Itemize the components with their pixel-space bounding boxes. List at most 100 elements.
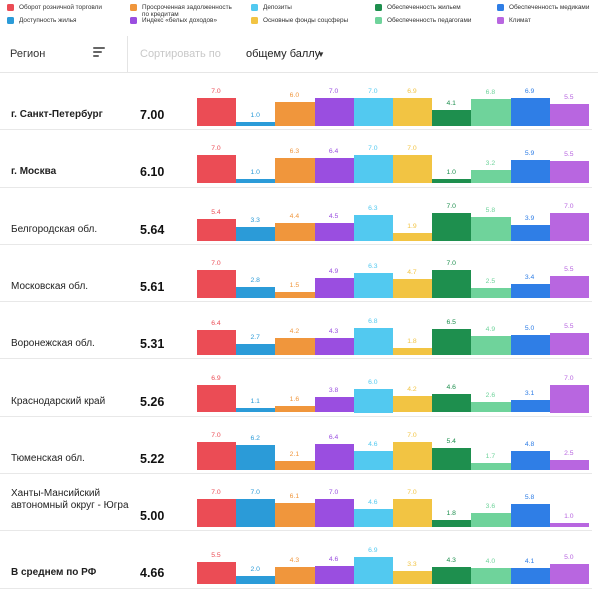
bar-label: 7.0 bbox=[211, 259, 221, 267]
bar-label: 6.5 bbox=[446, 319, 456, 327]
bar bbox=[510, 98, 550, 126]
bar-label: 1.1 bbox=[250, 398, 260, 406]
region-score: 5.22 bbox=[140, 451, 165, 466]
bar-label: 4.6 bbox=[328, 555, 339, 563]
bar bbox=[314, 499, 354, 528]
bar-label: 5.5 bbox=[564, 151, 574, 159]
bar-label: 1.0 bbox=[446, 169, 456, 177]
bar-label: 4.8 bbox=[524, 440, 535, 448]
chevron-down-icon[interactable]: ▼ bbox=[317, 50, 325, 59]
table-row: г. Санкт-Петербург 7.00 7.0 1.0 6.0 7.0 7.0 6.9… bbox=[0, 73, 598, 131]
bar bbox=[236, 408, 276, 413]
bar-label: 1.0 bbox=[250, 169, 260, 177]
region-rows: г. Санкт-Петербург 7.00 7.0 1.0 6.0 7.0 7.0 6.9… bbox=[0, 73, 598, 600]
legend-item: Оборот розничной торговли bbox=[7, 4, 102, 11]
bar bbox=[236, 344, 276, 356]
table-row: г. Москва 6.10 7.0 1.0 6.3 6.4 7.0 7.0 1.0 3.2 5.9… bbox=[0, 130, 598, 188]
bar bbox=[353, 508, 393, 528]
bar-label: 3.8 bbox=[328, 387, 339, 395]
bar bbox=[471, 512, 511, 528]
region-score: 7.00 bbox=[140, 108, 165, 122]
bar bbox=[236, 286, 276, 298]
bar-label: 6.4 bbox=[328, 147, 339, 155]
bar bbox=[275, 406, 315, 413]
bar bbox=[197, 499, 237, 528]
legend-label: Обеспеченность жильем bbox=[387, 4, 461, 11]
bar-label: 4.6 bbox=[446, 384, 456, 392]
bar-label: 6.8 bbox=[368, 317, 378, 325]
bar bbox=[510, 284, 550, 298]
bar bbox=[510, 400, 550, 413]
bar-label: 7.0 bbox=[211, 88, 221, 95]
bar bbox=[275, 461, 315, 470]
bar bbox=[314, 565, 354, 585]
bar-label: 7.0 bbox=[250, 489, 260, 497]
bar-label: 7.0 bbox=[368, 88, 378, 95]
bar bbox=[549, 333, 589, 356]
bar bbox=[393, 571, 433, 585]
table-row: Белгородская обл. 5.64 5.4 3.3 4.4 4.5 6.3 1.9 7… bbox=[0, 188, 598, 245]
region-name: Тюменская обл. bbox=[11, 452, 85, 464]
bar-label: 4.6 bbox=[368, 498, 378, 506]
bar-label: 2.0 bbox=[250, 566, 260, 574]
bar bbox=[549, 275, 589, 298]
bar-label: 4.0 bbox=[485, 558, 496, 566]
bar-label: 1.0 bbox=[250, 112, 260, 119]
bar bbox=[353, 451, 393, 470]
legend-label: Климат bbox=[509, 17, 531, 24]
bar bbox=[510, 503, 550, 528]
legend-item: Депозиты bbox=[251, 4, 292, 11]
bar-label: 4.3 bbox=[328, 327, 339, 335]
legend-swatch bbox=[7, 4, 14, 11]
legend-label: Обеспеченность педагогами bbox=[387, 17, 472, 24]
bar bbox=[549, 384, 589, 413]
legend-item: Доступность жилья bbox=[7, 17, 76, 24]
header-divider-bottom bbox=[0, 72, 598, 73]
legend-swatch bbox=[251, 4, 258, 11]
legend-label: Оборот розничной торговли bbox=[19, 4, 102, 11]
legend-label: Основные фонды соцсферы bbox=[263, 17, 349, 24]
table-row: В среднем по РФ 4.66 5.5 2.0 4.3 4.6 6.9 3.3 4.3… bbox=[0, 531, 598, 589]
legend-item: Обеспеченность медиками bbox=[497, 4, 589, 11]
bar bbox=[314, 397, 354, 413]
bar bbox=[353, 272, 393, 298]
row-divider bbox=[0, 243, 592, 245]
region-name: Ханты-Мансийский автономный округ - Югра bbox=[11, 488, 129, 512]
bar bbox=[471, 568, 511, 585]
bar bbox=[393, 395, 433, 413]
table-row: Тюменская обл. 5.22 7.0 6.2 2.1 6.4 4.6 7.0 5.4 1… bbox=[0, 417, 598, 475]
bar-label: 4.1 bbox=[446, 99, 456, 107]
bar-label: 4.9 bbox=[485, 325, 496, 333]
bar-label: 7.0 bbox=[407, 145, 417, 153]
legend-swatch bbox=[130, 17, 137, 24]
bar bbox=[471, 335, 511, 356]
bar bbox=[197, 269, 237, 298]
legend-label: Индекс «белых доходов» bbox=[142, 17, 218, 24]
bar-label: 4.4 bbox=[289, 212, 300, 220]
legend-label: Просроченная задолженность по кредитам bbox=[142, 4, 232, 18]
bar-label: 5.8 bbox=[524, 493, 535, 501]
bar bbox=[432, 394, 472, 413]
bar-label: 7.0 bbox=[564, 202, 574, 210]
filter-icon[interactable] bbox=[93, 46, 105, 58]
bar bbox=[353, 388, 393, 413]
legend-item: Обеспеченность педагогами bbox=[375, 17, 471, 24]
bar-label: 7.0 bbox=[407, 489, 417, 497]
legend-swatch bbox=[251, 17, 258, 24]
bar-label: 5.0 bbox=[524, 325, 535, 333]
bar bbox=[432, 212, 472, 241]
bar bbox=[510, 567, 550, 585]
bar-label: 7.0 bbox=[211, 431, 221, 439]
bar bbox=[393, 232, 433, 241]
bar bbox=[197, 218, 237, 241]
row-divider bbox=[0, 358, 592, 360]
bar bbox=[471, 98, 511, 126]
region-score: 5.26 bbox=[140, 394, 165, 409]
bar-label: 4.2 bbox=[407, 385, 417, 393]
bar bbox=[197, 562, 237, 585]
bar-label: 3.3 bbox=[250, 217, 260, 225]
bar-label: 4.3 bbox=[289, 557, 300, 565]
sort-value[interactable]: общему баллу bbox=[246, 48, 321, 60]
bar-label: 3.3 bbox=[407, 561, 417, 569]
bar bbox=[510, 335, 550, 356]
